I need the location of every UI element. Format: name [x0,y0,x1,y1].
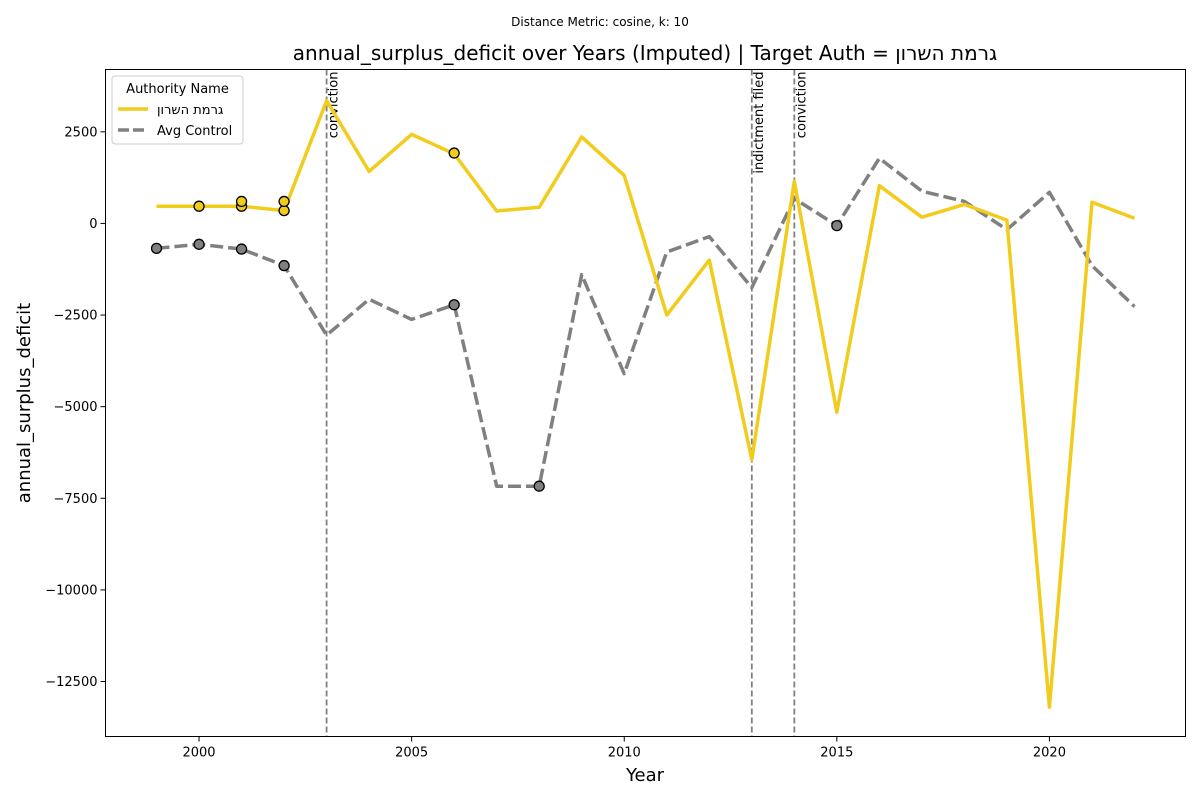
y-tick-label: 0 [89,217,97,232]
legend-entry-avg-control: Avg Control [157,124,232,139]
data-point-avg-control [533,480,545,492]
y-axis-label: annual_surplus_deficit [14,303,35,503]
data-point-avg-control [278,259,290,272]
y-tick-label: −7500 [54,492,98,507]
chart-title: annual_surplus_deficit over Years (Imput… [293,41,997,65]
data-point-avg-control [150,242,163,254]
legend-title: Authority Name [126,82,229,97]
x-tick-label: 2000 [182,746,215,761]
y-tick-label: −12500 [45,675,97,690]
y-tick-label: −10000 [45,583,97,598]
series-line-avg-control [156,156,1136,488]
x-tick-label: 2020 [1033,746,1066,761]
data-point-avg-control [235,243,248,255]
y-tick-label: −2500 [54,309,98,324]
chart-suptitle: Distance Metric: cosine, k: 10 [511,15,689,29]
x-axis-label: Year [625,765,665,786]
legend: Authority Name גרמת השרון Avg Control [111,75,244,145]
x-tick-label: 2005 [395,746,428,761]
data-point-avg-control [831,219,843,232]
legend-box [111,75,244,145]
axes-frame [105,69,1186,737]
data-point-target [235,195,248,208]
plot-area: 2000 2005 2010 2015 2020 −12500 −10000 −7500 −50… [45,69,1136,761]
series-line-target [156,98,1136,709]
data-point-target [278,204,290,217]
event-label: conviction [794,72,809,139]
x-tick-label: 2015 [820,746,853,761]
event-label: indictment filed [752,72,767,174]
y-tick-label: 2500 [64,125,97,140]
legend-entry-target: גרמת השרון [157,103,223,118]
data-point-target [278,195,290,208]
data-point-target [448,147,460,159]
data-point-avg-control [448,299,460,311]
data-point-avg-control [193,238,205,250]
x-tick-label: 2010 [608,746,641,761]
data-point-target [193,200,205,212]
y-tick-label: −5000 [54,400,98,415]
